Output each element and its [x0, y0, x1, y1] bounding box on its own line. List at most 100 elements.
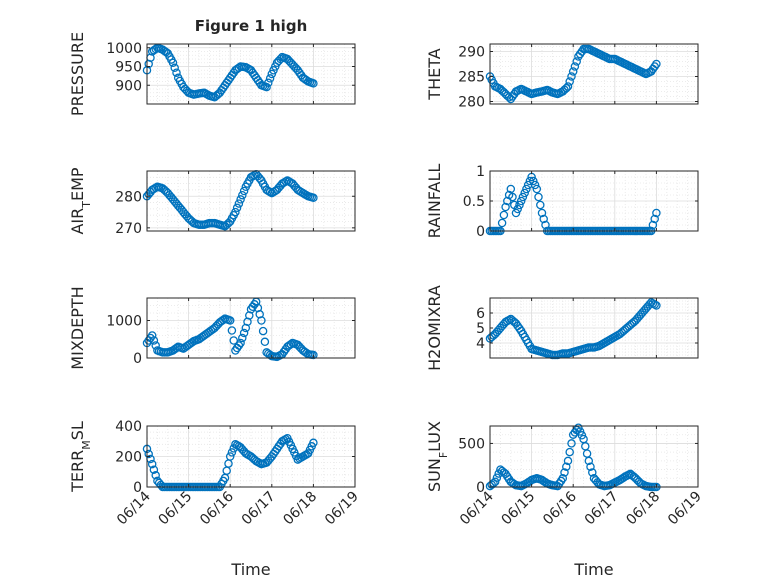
data-point: [586, 462, 595, 471]
y-tick-label: 290: [458, 45, 485, 61]
y-tick-label: 5: [476, 321, 485, 337]
sun-flux-series: [485, 423, 661, 492]
air-temp-subplot: 270 280 AIRTEMP: [68, 167, 356, 237]
terr-msl-ylabel: TERRMSL: [68, 421, 93, 493]
h2omixra-subplot: 456 H2OMIXRA: [425, 285, 699, 371]
y-tick-label: 0.5: [463, 194, 485, 210]
data-point: [530, 180, 540, 190]
data-point: [172, 68, 181, 77]
data-point: [503, 196, 512, 206]
data-point: [168, 58, 178, 68]
data-point: [648, 220, 658, 230]
data-point: [309, 350, 318, 360]
y-tick-label: 280: [458, 95, 485, 111]
data-point: [508, 192, 517, 202]
y-tick-label: 950: [115, 60, 142, 76]
y-tick-label: 0: [133, 480, 142, 496]
y-tick-label: 1000: [106, 314, 142, 330]
theta-ylabel: THETA: [425, 48, 444, 100]
pressure-subplot: 900 950 1000 PRESSURE: [68, 32, 356, 116]
data-point: [570, 62, 580, 71]
data-point: [239, 186, 249, 196]
y-tick-label: 200: [115, 450, 142, 466]
data-point: [563, 456, 573, 466]
y-tick-label: 285: [458, 70, 485, 86]
sun-flux-ylabel: SUNFLUX: [425, 421, 450, 492]
data-point: [497, 218, 507, 228]
data-point: [490, 477, 500, 487]
data-point: [539, 214, 548, 224]
data-point: [511, 208, 521, 218]
data-point: [260, 337, 270, 347]
theta-series: [485, 44, 661, 104]
data-point: [529, 176, 538, 186]
data-point: [506, 184, 516, 194]
data-point: [170, 63, 179, 73]
data-point: [568, 67, 578, 76]
sun-flux-axes-box: [489, 425, 699, 488]
mixdepth-axes-box: [146, 297, 356, 359]
data-point: [499, 210, 509, 220]
data-point: [515, 200, 524, 210]
y-tick-label: 1000: [106, 41, 142, 57]
data-point: [232, 203, 242, 213]
y-tick-label: 0: [476, 480, 485, 496]
air-temp-ylabel: AIRTEMP: [68, 167, 93, 234]
data-point: [262, 82, 271, 92]
x-axis-label-left: Time: [230, 560, 270, 579]
data-point: [520, 188, 529, 198]
data-point: [516, 196, 526, 206]
data-point: [236, 338, 245, 348]
data-point: [144, 449, 153, 459]
y-tick-label: 6: [476, 306, 485, 322]
data-point: [588, 468, 597, 477]
air-temp-series: [142, 169, 318, 231]
x-tick-label: 06/18: [623, 489, 663, 529]
data-point: [149, 336, 159, 345]
data-point: [565, 447, 574, 457]
data-point: [558, 474, 568, 483]
data-point: [147, 331, 157, 340]
data-point: [572, 57, 581, 66]
data-point: [225, 452, 235, 461]
rainfall-ylabel: RAINFALL: [425, 164, 444, 239]
data-point: [562, 462, 571, 471]
x-tick-label: 06/19: [322, 489, 362, 529]
y-tick-label: 4: [476, 336, 485, 352]
data-point: [650, 214, 659, 224]
air-temp-axes-box: [146, 170, 356, 232]
data-point: [227, 448, 237, 457]
data-point: [537, 208, 547, 218]
mixdepth-subplot: 0 1000 MIXDEPTH: [68, 286, 356, 370]
figure-title: Figure 1 high: [195, 17, 308, 35]
data-point: [492, 473, 502, 482]
data-point: [309, 193, 318, 203]
x-tick-label: 06/17: [239, 489, 279, 529]
y-tick-label: 1: [476, 164, 485, 180]
data-point: [234, 199, 244, 208]
data-point: [567, 439, 576, 448]
data-point: [231, 207, 240, 217]
y-tick-label: 0: [476, 224, 485, 240]
data-point: [536, 200, 545, 210]
data-point: [239, 328, 249, 338]
data-point: [227, 326, 237, 335]
pressure-axes-box: [146, 43, 356, 105]
x-tick-label: 06/17: [582, 489, 622, 529]
data-point: [518, 192, 528, 202]
rainfall-subplot: 0 0.5 1 RAINFALL: [425, 164, 699, 240]
data-point: [151, 471, 160, 480]
data-point: [567, 72, 576, 81]
data-point: [257, 316, 266, 325]
data-point: [525, 176, 535, 186]
y-tick-label: 400: [115, 419, 142, 435]
data-point: [149, 465, 159, 474]
y-tick-label: 0: [133, 351, 142, 367]
y-tick-label: 900: [115, 78, 142, 94]
data-point: [522, 184, 531, 194]
data-point: [238, 190, 247, 200]
